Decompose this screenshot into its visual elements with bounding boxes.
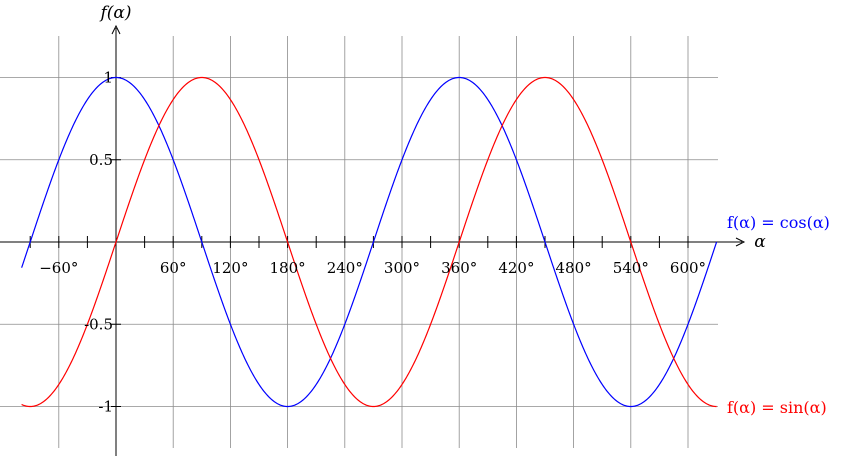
cos-curve: [21, 76, 718, 408]
series-curves: [21, 76, 718, 408]
cos-series-label: f(α) = cos(α): [727, 213, 830, 232]
x-tick-label: 120°: [212, 259, 248, 277]
sin-curve: [21, 76, 717, 408]
y-axis-title: f(α): [98, 3, 131, 23]
x-tick-label: 360°: [441, 259, 477, 277]
axes: [0, 24, 746, 456]
x-tick-label: 60°: [160, 259, 187, 277]
x-tick-label: 480°: [556, 259, 592, 277]
tick-labels: −60° 60° 120° 180° 240° 300° 360° 420° 480° 540° 6…: [39, 69, 706, 416]
y-tick-label: -0.5: [84, 315, 113, 333]
y-tick-label: -1: [98, 398, 113, 416]
x-tick-label: 540°: [613, 259, 649, 277]
y-tick-label: 1: [103, 69, 113, 87]
x-axis-title: α: [754, 232, 766, 252]
x-tick-label: 180°: [270, 259, 306, 277]
y-axis-arrow: [111, 24, 121, 35]
x-tick-label: 300°: [384, 259, 420, 277]
x-tick-label: −60°: [39, 259, 78, 277]
y-tick-label: 0.5: [89, 151, 113, 169]
x-tick-label: 240°: [327, 259, 363, 277]
x-tick-label: 600°: [670, 259, 706, 277]
x-axis-arrow: [735, 237, 746, 247]
sin-series-label: f(α) = sin(α): [727, 398, 827, 417]
x-tick-label: 420°: [498, 259, 534, 277]
